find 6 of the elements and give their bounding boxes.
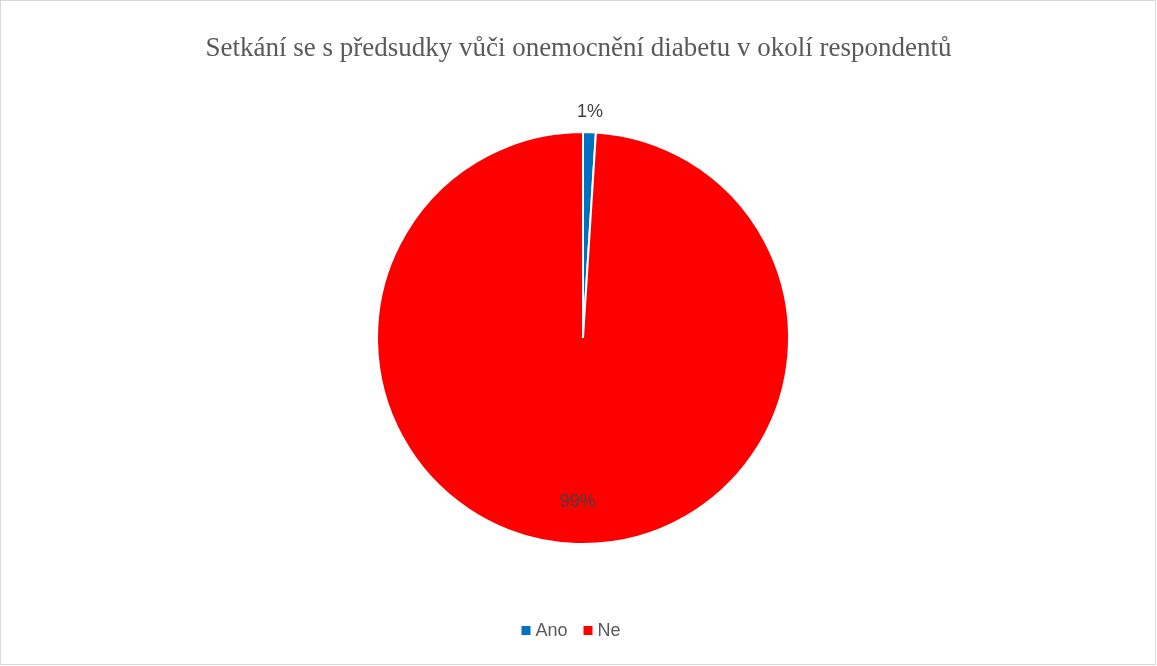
data-label: 1% [577, 100, 604, 121]
legend-label: Ano [535, 619, 568, 640]
chart-title: Setkání se s předsudky vůči onemocnění diabetu v okolí respondentů [205, 32, 953, 62]
pie-slice [376, 131, 790, 545]
legend-label: Ne [597, 619, 621, 640]
data-label: 99% [559, 491, 596, 512]
